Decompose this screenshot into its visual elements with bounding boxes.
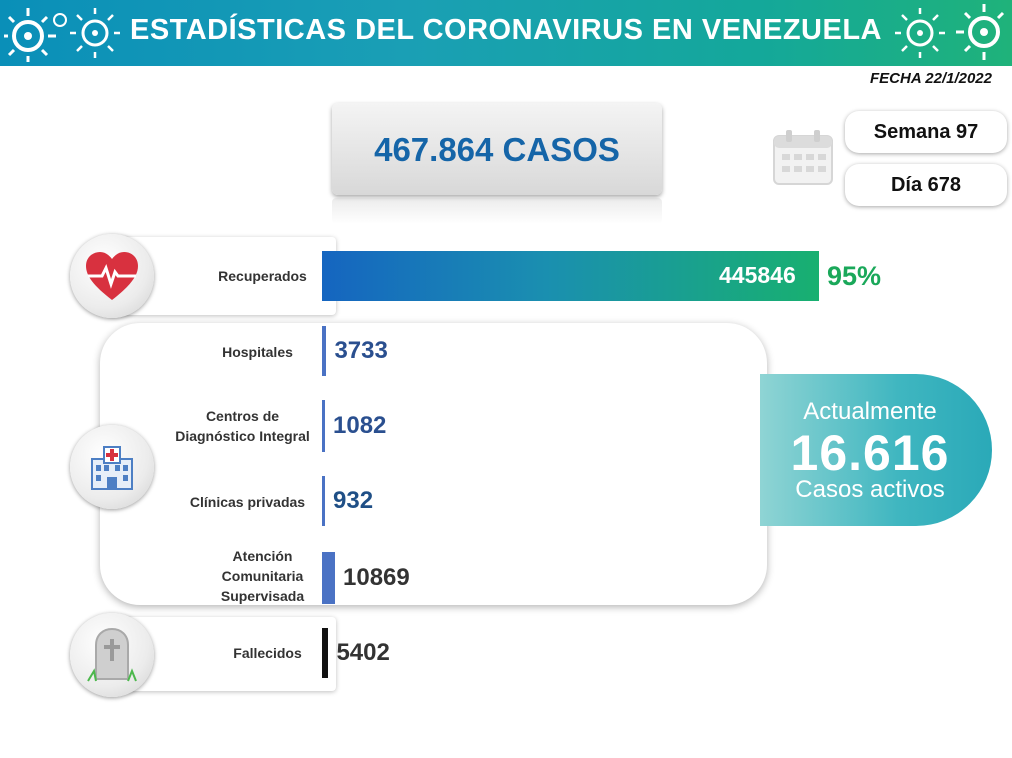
recovered-icon-circle (70, 234, 154, 318)
total-cases-reflection (332, 198, 662, 224)
virus-icon (4, 8, 67, 62)
report-date: FECHA 22/1/2022 (869, 70, 992, 87)
cdi-label: Centros de Diagnóstico Integral (160, 406, 325, 446)
recovered-label: Recuperados (218, 268, 307, 284)
hospitals-label: Hospitales (222, 344, 293, 360)
virus-icon (956, 4, 1005, 60)
recovered-bar (322, 251, 819, 301)
cdi-value: 1082 (333, 412, 387, 439)
active-cases-tab (760, 374, 992, 526)
clinics-value: 932 (333, 487, 374, 514)
recovered-percentage: 95% (827, 261, 882, 291)
clinics-label: Clínicas privadas (189, 494, 306, 510)
cdi-bar (322, 400, 325, 452)
deaths-icon-circle (70, 613, 154, 697)
acs-label: Atención Comunitaria Supervisada (200, 546, 325, 606)
acs-bar (322, 552, 335, 604)
header-banner: ESTADÍSTICAS DEL CORONAVIRUS EN VENEZUEL… (0, 0, 1012, 66)
hospitalized-card (100, 323, 767, 605)
hospitals-value: 3733 (334, 337, 388, 364)
virus-icon (895, 8, 945, 58)
day-label: Día 678 (845, 164, 1007, 206)
acs-value: 10869 (343, 564, 410, 591)
tombstone-icon (87, 627, 137, 682)
total-cases-box: 467.864 CASOS (332, 103, 662, 195)
week-label: Semana 97 (845, 111, 1007, 153)
active-cases-suffix: Casos activos (795, 476, 945, 503)
cdi-label-line: Centros de (205, 408, 280, 424)
hospital-icon-circle (70, 425, 154, 509)
total-cases: 467.864 CASOS (374, 131, 620, 168)
deaths-value: 5402 (336, 639, 390, 666)
calendar-icon (773, 130, 833, 185)
hospital-icon (91, 446, 133, 490)
hospitals-bar (322, 326, 327, 376)
recovered-value: 445846 (719, 262, 796, 288)
page-title: ESTADÍSTICAS DEL CORONAVIRUS EN VENEZUEL… (129, 14, 882, 46)
acs-label-line: Supervisada (220, 588, 305, 604)
deaths-label: Fallecidos (233, 645, 302, 661)
virus-icon (70, 8, 120, 58)
active-cases-prefix: Actualmente (803, 398, 937, 425)
clinics-bar (322, 476, 325, 526)
deaths-bar (322, 628, 329, 678)
active-cases-value: 16.616 (790, 425, 950, 481)
cdi-label-line: Diagnóstico Integral (175, 428, 310, 444)
acs-label-line: Comunitaria (221, 568, 304, 584)
heart-pulse-icon (86, 252, 138, 300)
acs-label-line: Atención (232, 548, 293, 564)
